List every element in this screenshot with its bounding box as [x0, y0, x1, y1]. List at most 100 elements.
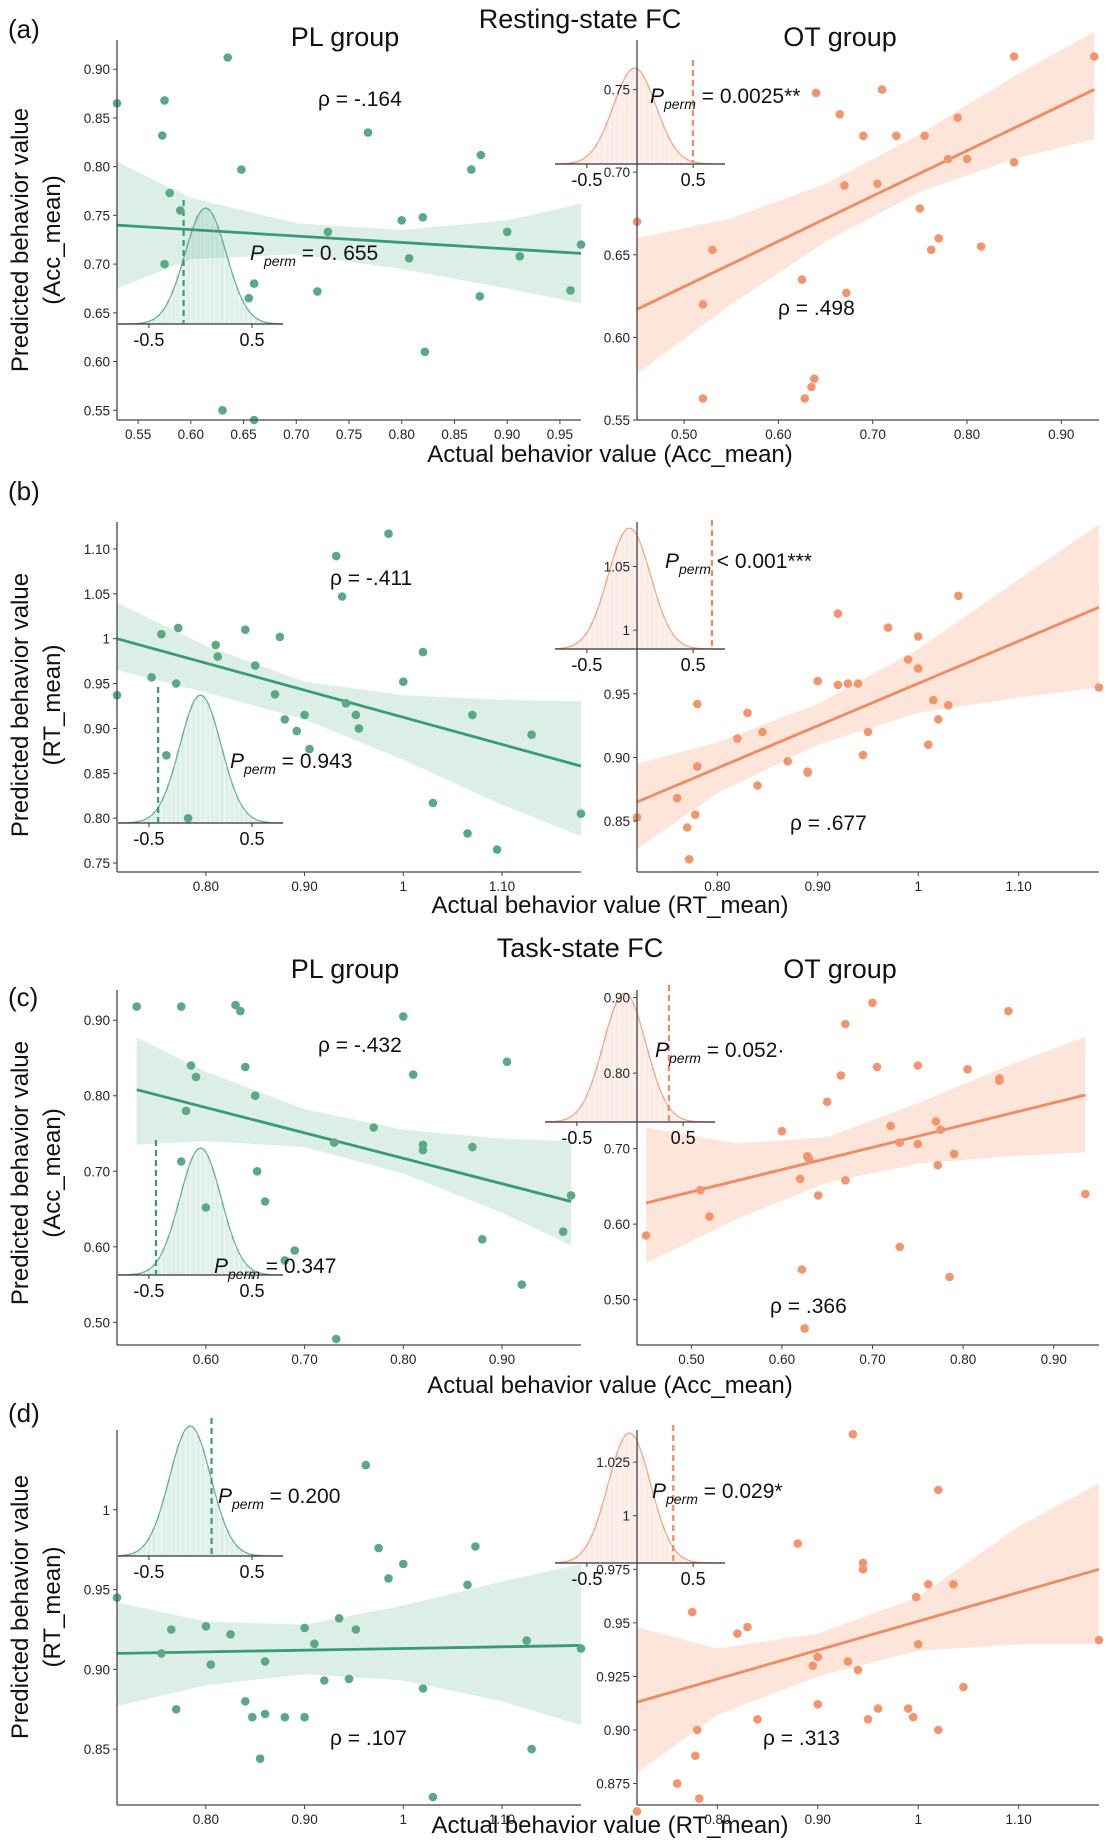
data-point [527, 1744, 536, 1754]
hist-bar [219, 749, 225, 823]
hist-bar [600, 594, 605, 649]
hist-bar [190, 227, 196, 324]
data-point [873, 1704, 883, 1713]
hist-bar [580, 159, 585, 164]
p-subscript: perm [665, 1491, 698, 1507]
data-point [859, 131, 868, 141]
data-point [853, 1665, 863, 1675]
data-point [800, 1324, 809, 1333]
hist-bar [176, 1202, 181, 1275]
data-point [515, 251, 525, 261]
data-point [300, 710, 309, 720]
y-tick-label: 1 [622, 1509, 630, 1524]
hist-bar [181, 1184, 186, 1275]
hist-bar [224, 1530, 230, 1556]
data-point [698, 394, 708, 403]
hist-bar [630, 529, 635, 649]
data-point [913, 632, 923, 641]
hist-bar [605, 1486, 610, 1563]
data-point [176, 1002, 186, 1011]
data-point [468, 1142, 477, 1152]
hist-bar [600, 1047, 605, 1122]
data-point [753, 1715, 762, 1724]
y-tick-label: 0.60 [604, 330, 630, 345]
hist-bar [253, 819, 259, 823]
p-symbol: P [230, 750, 244, 773]
hist-density-curve [554, 527, 725, 650]
data-point [695, 1794, 704, 1803]
data-point [300, 1623, 309, 1633]
data-point [354, 724, 364, 733]
hist-bar [152, 812, 157, 823]
hist-bar [229, 1539, 234, 1556]
hist-density-curve [544, 992, 715, 1123]
hist-bar [253, 1271, 259, 1275]
hist-bar [181, 731, 186, 823]
y-tick-label: 0.70 [604, 1142, 630, 1157]
hist-bar [660, 123, 665, 164]
p-subscript: perm [227, 1266, 260, 1282]
data-point [323, 227, 333, 237]
data-point [248, 1712, 257, 1722]
hist-bar [171, 767, 176, 823]
hist-bar [600, 1504, 605, 1563]
hist-bar [655, 1082, 660, 1122]
data-point [250, 661, 260, 670]
p-subscript: perm [668, 1050, 701, 1066]
panel-letter-b: (b) [8, 476, 40, 506]
y-tick-label: 0.85 [84, 111, 110, 126]
hist-bar [219, 1202, 225, 1275]
hist-bar [244, 812, 249, 823]
hist-bar [239, 298, 244, 324]
data-point [201, 1203, 211, 1212]
hist-bar [685, 159, 690, 164]
perm-histogram: -0.5 0.5 [118, 200, 284, 350]
x-tick-label: 0.85 [441, 427, 467, 442]
hist-bar [156, 1257, 162, 1275]
hist-bar [176, 749, 181, 823]
y-tick-label: 0.80 [84, 811, 110, 826]
hist-bar [665, 1105, 670, 1122]
p-subscript: perm [678, 561, 711, 577]
x-tick-label: 0.60 [769, 1352, 795, 1367]
x-axis-title-b: Actual behavior value (RT_mean) [431, 892, 788, 919]
p-perm-label: Pperm = 0.347 [214, 1255, 336, 1282]
hist-bar [185, 1168, 191, 1275]
hist-bar [176, 274, 181, 324]
hist-bar [625, 1433, 630, 1563]
hist-bar [565, 1561, 570, 1563]
y-tick-label: 0.90 [84, 1013, 110, 1028]
data-point [384, 1574, 393, 1583]
x-tick-label: 1 [400, 879, 408, 894]
y-tick-label: 1 [622, 623, 630, 638]
data-point [807, 382, 816, 392]
hist-bar [249, 1269, 254, 1275]
x-tick-label: 0.80 [704, 1812, 730, 1827]
data-point [218, 406, 227, 415]
panel-b-ot: -0.5 0.5 0.80 0.90 1 1.10 0.85 0.90 0.95 1 1.05 ρ =… [554, 520, 1104, 894]
hist-bar [244, 307, 249, 324]
hist-bar [675, 639, 680, 649]
hist-bar [190, 702, 196, 823]
data-point [836, 1071, 846, 1080]
data-point [793, 1539, 802, 1548]
data-point [863, 727, 873, 737]
hist-tick-label: -0.5 [571, 655, 602, 675]
hist-tick-label: 0.5 [240, 829, 265, 849]
y-tick-label: 0.90 [84, 1662, 110, 1677]
hist-bar [680, 643, 685, 649]
confidence-band [117, 1564, 581, 1726]
hist-bar [137, 821, 142, 823]
hist-bar [258, 320, 263, 324]
data-point [853, 679, 863, 688]
data-point [369, 1123, 379, 1132]
regression-line [645, 1093, 1086, 1205]
confidence-band [637, 524, 1099, 850]
hist-bar [595, 1520, 600, 1563]
p-symbol: P [250, 242, 264, 265]
hist-bar [675, 1553, 680, 1563]
data-point [492, 845, 502, 854]
data-point [841, 1176, 850, 1185]
hist-bar [229, 783, 234, 823]
